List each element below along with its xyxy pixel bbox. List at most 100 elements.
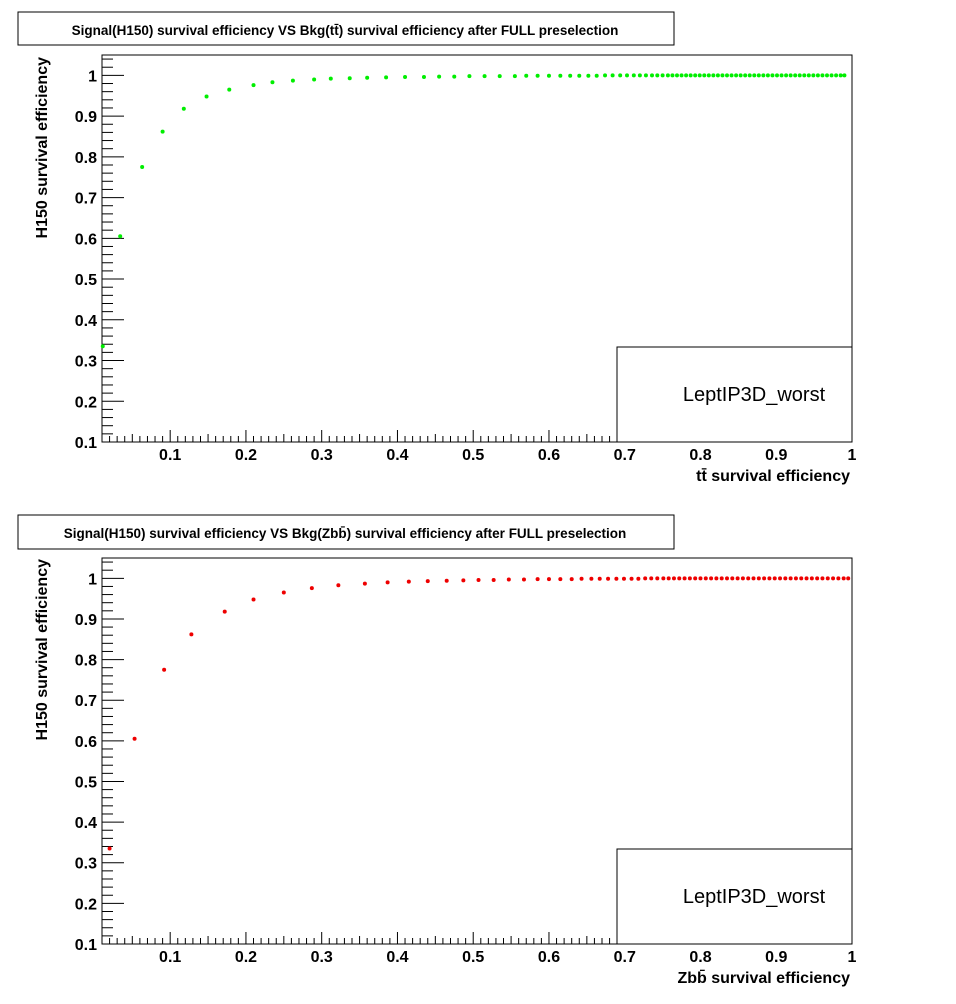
y-tick-label: 0.5 — [75, 272, 97, 289]
data-point — [660, 73, 665, 78]
x-tick-label: 0.9 — [765, 949, 787, 966]
data-point — [687, 576, 692, 581]
data-point — [797, 73, 802, 78]
y-tick-label: 0.9 — [75, 109, 97, 126]
x-tick-label: 0.3 — [311, 447, 333, 464]
data-point — [670, 73, 675, 78]
data-point — [682, 576, 687, 581]
data-point — [222, 609, 227, 614]
x-tick-label: 0.3 — [311, 949, 333, 966]
data-point — [714, 576, 719, 581]
data-point — [838, 73, 843, 78]
x-tick-label: 0.7 — [614, 447, 636, 464]
data-point — [524, 73, 529, 78]
x-tick-label: 0.5 — [462, 447, 484, 464]
data-point — [362, 581, 367, 586]
data-point — [711, 73, 716, 78]
data-point — [725, 576, 729, 581]
data-point — [637, 73, 642, 78]
y-tick-label: 0.9 — [75, 612, 97, 629]
chart-title: Signal(H150) survival efficiency VS Bkg(… — [64, 526, 626, 541]
data-point — [328, 76, 333, 81]
data-point — [846, 576, 851, 581]
data-point — [425, 579, 430, 584]
x-tick-label: 0.2 — [235, 949, 257, 966]
data-point — [636, 576, 641, 581]
data-point — [336, 583, 341, 588]
chart-title-box — [17, 11, 675, 46]
legend-box — [616, 848, 853, 945]
data-point — [702, 73, 707, 78]
plot-frame — [101, 54, 853, 443]
y-axis-ticks: 0.1 0.2 0.3 0.4 0.5 0.6 0.7 0.8 0.9 1 — [75, 58, 124, 452]
x-tick-label: 0.4 — [386, 447, 408, 464]
data-point — [491, 577, 496, 582]
data-point — [437, 74, 442, 79]
data-point — [227, 87, 232, 92]
y-tick-label: 0.5 — [75, 774, 97, 791]
data-point — [729, 73, 734, 78]
data-point — [772, 576, 777, 581]
data-point — [290, 78, 295, 83]
y-tick-label: 0.4 — [75, 313, 97, 330]
plot-frame — [101, 557, 853, 945]
data-point — [746, 576, 751, 581]
data-point — [740, 576, 745, 581]
data-point — [506, 577, 511, 582]
data-point — [482, 74, 487, 79]
data-point — [834, 73, 839, 78]
data-point — [467, 74, 472, 79]
data-point — [804, 576, 809, 581]
chart-title: Signal(H150) survival efficiency VS Bkg(… — [72, 23, 619, 38]
data-point — [799, 576, 804, 581]
y-tick-label: 0.7 — [75, 191, 97, 208]
data-point — [621, 576, 626, 581]
x-tick-label: 0.2 — [235, 447, 257, 464]
data-point — [606, 576, 611, 581]
data-point — [597, 576, 602, 581]
legend-text: LeptIP3D_worst — [683, 886, 826, 908]
data-point — [568, 73, 573, 78]
chart-zbb: Signal(H150) survival efficiency VS Bkg(… — [17, 514, 857, 987]
x-tick-label: 0.1 — [159, 949, 181, 966]
x-tick-label: 0.7 — [614, 949, 636, 966]
y-tick-label: 1 — [88, 571, 97, 588]
y-tick-label: 0.8 — [75, 653, 97, 670]
data-points — [107, 576, 851, 851]
data-point — [719, 576, 724, 581]
data-point — [629, 576, 634, 581]
data-point — [546, 577, 551, 582]
data-point — [406, 579, 411, 584]
x-tick-label: 0.4 — [386, 949, 408, 966]
data-point — [709, 576, 714, 581]
data-point — [793, 73, 798, 78]
data-point — [747, 73, 752, 78]
data-point — [779, 73, 784, 78]
chart-ttbar: Signal(H150) survival efficiency VS Bkg(… — [17, 11, 857, 485]
x-tick-label: 0.5 — [462, 949, 484, 966]
data-point — [783, 576, 788, 581]
y-axis-label: H150 survival efficiency — [34, 559, 51, 741]
x-tick-label: 0.9 — [765, 447, 787, 464]
y-axis-label: H150 survival efficiency — [34, 57, 51, 239]
x-axis-label: Zbb̄ survival efficiency — [677, 968, 850, 987]
data-point — [793, 576, 798, 581]
data-point — [251, 83, 256, 88]
data-point — [788, 576, 793, 581]
data-point — [625, 73, 629, 78]
data-point — [806, 73, 811, 78]
data-point — [698, 576, 703, 581]
data-point — [603, 73, 608, 78]
data-point — [100, 344, 105, 349]
data-point — [631, 73, 636, 78]
x-tick-label: 1 — [848, 949, 857, 966]
data-point — [725, 73, 729, 78]
data-point — [403, 75, 408, 79]
data-point — [831, 576, 836, 581]
data-point — [743, 73, 748, 78]
data-point — [586, 73, 591, 78]
data-point — [384, 75, 389, 80]
x-tick-label: 0.6 — [538, 447, 560, 464]
data-point — [815, 73, 820, 78]
